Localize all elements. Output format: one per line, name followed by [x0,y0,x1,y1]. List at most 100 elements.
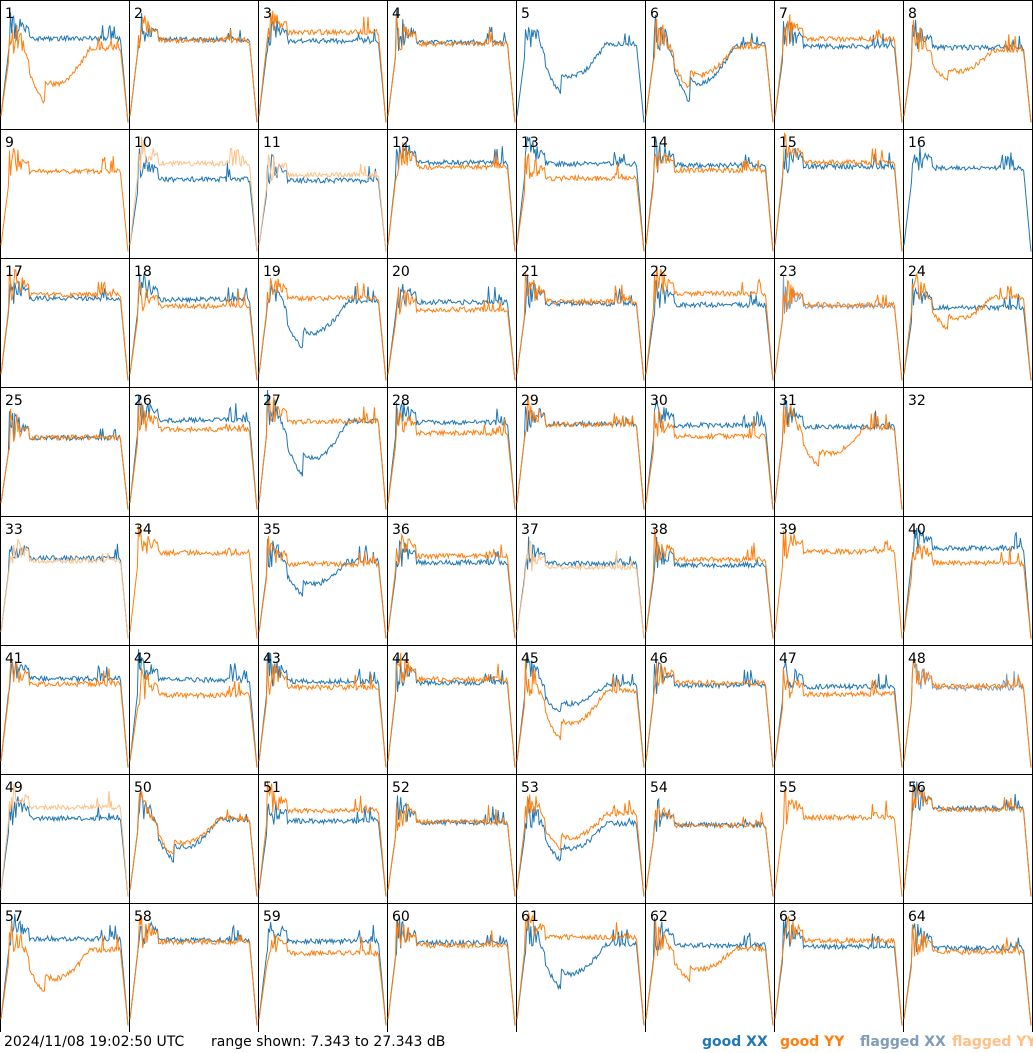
series-yy-panel-46 [645,662,774,768]
series-yy-panel-22 [645,265,774,381]
series-yy-panel-28 [387,408,516,510]
series-xx-panel-28 [387,402,516,510]
panel-label: 15 [779,135,797,151]
series-yy-panel-59 [258,934,387,1026]
panel-frame [516,0,646,130]
series-yy-panel-4 [387,15,516,123]
series-xx-panel-51 [258,802,387,897]
series-yy-panel-29 [516,395,645,510]
tile-panel-35: 35 [258,516,388,646]
tile-panel-55: 55 [774,774,904,904]
panel-frame [258,387,388,517]
tile-panel-4: 4 [387,0,517,130]
tile-panel-30: 30 [645,387,775,517]
tile-panel-7: 7 [774,0,904,130]
series-xx-panel-30 [645,398,774,510]
tile-panel-21: 21 [516,258,646,388]
series-xx-panel-42 [129,649,258,768]
panel-label: 51 [263,780,281,796]
tile-panel-56: 56 [903,774,1033,904]
tile-panel-34: 34 [129,516,259,646]
panel-label: 35 [263,522,281,538]
panel-label: 47 [779,651,797,667]
series-xx-panel-48 [903,658,1032,768]
tile-panel-25: 25 [0,387,130,517]
panel-label: 2 [134,6,143,22]
panel-frame [903,0,1033,130]
panel-label: 53 [521,780,539,796]
series-yy-panel-53 [516,794,645,897]
panel-label: 28 [392,393,410,409]
panel-frame [516,387,646,517]
panel-frame [0,387,130,517]
series-yy-panel-35 [258,535,387,639]
tile-panel-41: 41 [0,645,130,775]
panel-frame [387,516,517,646]
tile-panel-47: 47 [774,645,904,775]
panel-label: 43 [263,651,281,667]
series-yy-panel-54 [645,806,774,897]
tile-panel-44: 44 [387,645,517,775]
series-xx-panel-20 [387,283,516,381]
panel-label: 49 [5,780,23,796]
panel-frame [645,0,775,130]
series-yy-panel-11 [258,154,387,252]
panel-label: 14 [650,135,668,151]
tile-panel-36: 36 [387,516,517,646]
panel-label: 39 [779,522,797,538]
tile-panel-2: 2 [129,0,259,130]
panel-frame [387,774,517,904]
panel-label: 32 [908,393,926,409]
panel-label: 26 [134,393,152,409]
series-xx-panel-47 [774,661,903,768]
series-yy-panel-60 [387,920,516,1026]
panel-label: 52 [392,780,410,796]
panel-frame [387,903,517,1032]
series-xx-panel-57 [0,913,129,1026]
tile-panel-9: 9 [0,129,130,259]
tile-panel-59: 59 [258,903,388,1032]
tile-panel-43: 43 [258,645,388,775]
tile-panel-6: 6 [645,0,775,130]
panel-frame [774,645,904,775]
panel-label: 16 [908,135,926,151]
series-yy-panel-63 [774,916,903,1026]
panel-label: 31 [779,393,797,409]
panel-label: 13 [521,135,539,151]
tile-panel-37: 37 [516,516,646,646]
series-yy-panel-58 [129,914,258,1026]
legend-flagged-xx: flagged XX [860,1034,946,1050]
tile-panel-15: 15 [774,129,904,259]
panel-label: 38 [650,522,668,538]
panel-label: 22 [650,264,668,280]
series-yy-panel-57 [0,922,129,1026]
panel-frame [774,387,904,517]
panel-label: 1 [5,6,14,22]
tile-panel-12: 12 [387,129,517,259]
tile-panel-62: 62 [645,903,775,1032]
panel-frame [903,387,1033,517]
series-yy-panel-19 [258,278,387,381]
tile-panel-64: 64 [903,903,1033,1032]
series-yy-panel-49 [0,783,129,897]
series-yy-panel-42 [129,668,258,768]
panel-label: 12 [392,135,410,151]
panel-label: 27 [263,393,281,409]
tile-panel-52: 52 [387,774,517,904]
series-yy-panel-23 [774,280,903,381]
panel-label: 30 [650,393,668,409]
panel-frame [774,516,904,646]
panel-label: 41 [5,651,23,667]
series-yy-panel-24 [903,273,1032,381]
panel-label: 11 [263,135,281,151]
footer-bar: 2024/11/08 19:02:50 UTC range shown: 7.3… [0,1032,1033,1053]
panel-label: 24 [908,264,926,280]
panel-label: 25 [5,393,23,409]
tile-panel-48: 48 [903,645,1033,775]
panel-label: 3 [263,6,272,22]
series-yy-panel-52 [387,802,516,897]
panel-frame [129,903,259,1032]
series-yy-panel-45 [516,659,645,768]
timestamp: 2024/11/08 19:02:50 UTC [4,1034,185,1050]
tile-panel-50: 50 [129,774,259,904]
